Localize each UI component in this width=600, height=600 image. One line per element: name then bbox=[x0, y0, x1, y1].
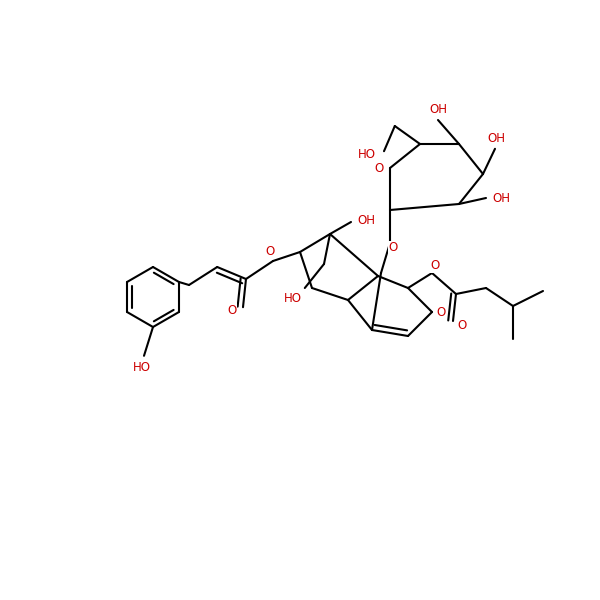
Text: O: O bbox=[227, 304, 237, 317]
Text: O: O bbox=[457, 319, 467, 332]
Text: OH: OH bbox=[429, 103, 447, 116]
Text: HO: HO bbox=[133, 361, 151, 374]
Text: O: O bbox=[374, 161, 384, 175]
Text: OH: OH bbox=[487, 131, 505, 145]
Text: O: O bbox=[265, 245, 275, 259]
Text: HO: HO bbox=[284, 292, 302, 305]
Text: O: O bbox=[436, 305, 446, 319]
Text: HO: HO bbox=[358, 148, 376, 161]
Text: O: O bbox=[430, 259, 440, 272]
Text: OH: OH bbox=[357, 214, 375, 227]
Text: O: O bbox=[388, 241, 398, 254]
Text: OH: OH bbox=[492, 191, 510, 205]
